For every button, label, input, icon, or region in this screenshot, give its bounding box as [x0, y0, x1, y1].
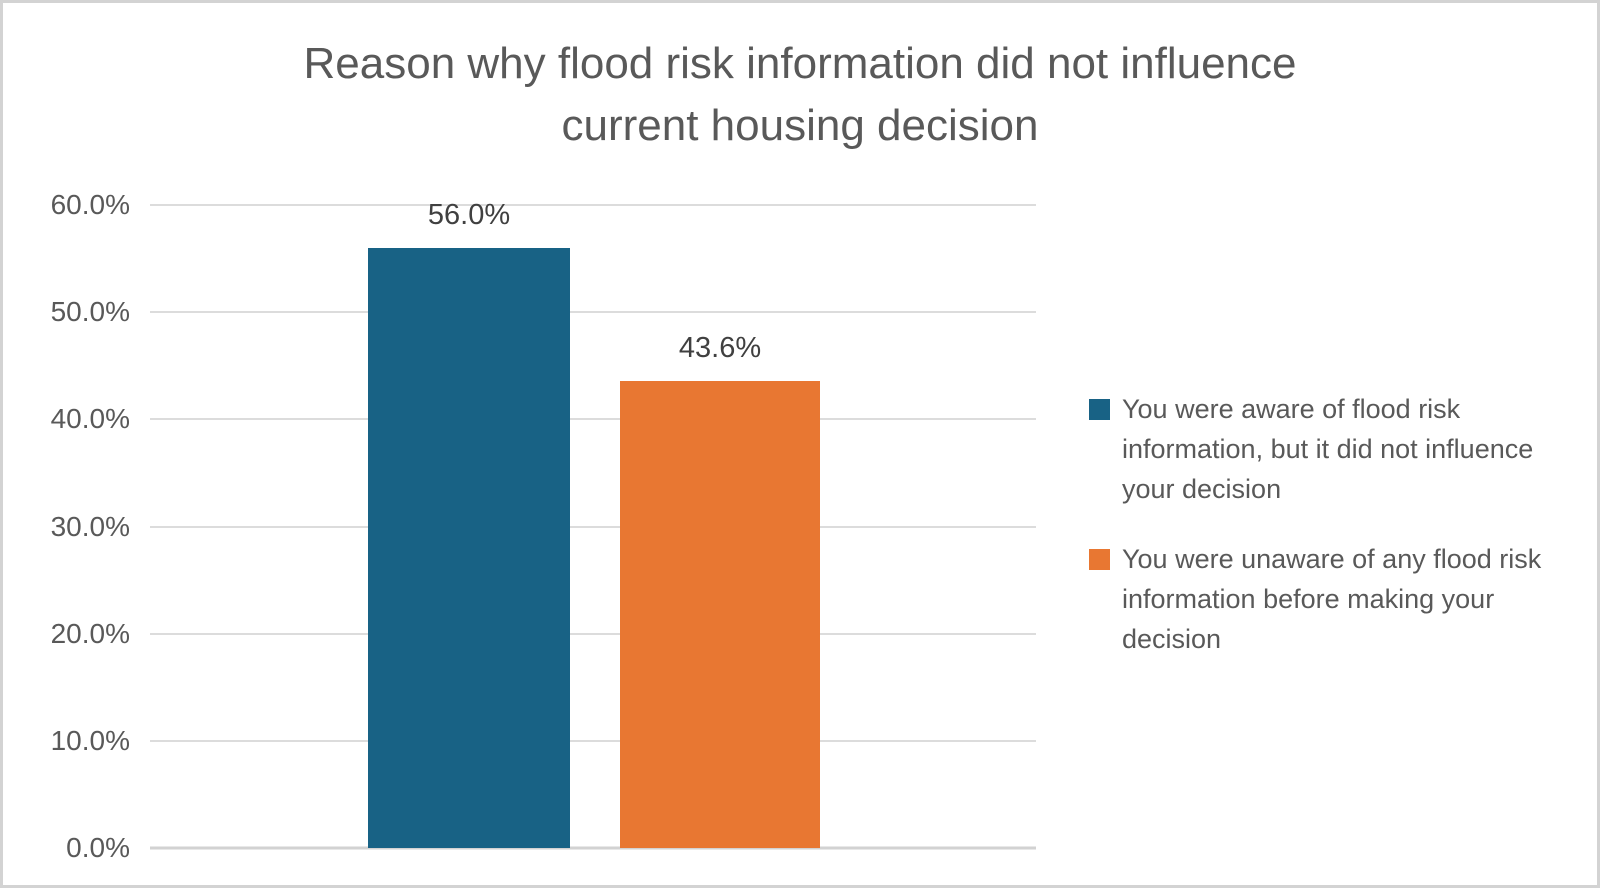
legend-item-2: You were unaware of any flood risk infor… — [1089, 539, 1561, 659]
gridline — [150, 739, 1036, 742]
bar-slot-2: 43.6% — [620, 205, 820, 848]
bar-value-label-1: 56.0% — [427, 198, 511, 231]
y-tick-label: 0.0% — [66, 832, 130, 863]
y-tick-label: 50.0% — [50, 296, 130, 328]
gridline — [150, 418, 1036, 421]
legend-label: You were unaware of any flood risk infor… — [1122, 544, 1542, 654]
chart-title-line-2: current housing decision — [561, 101, 1039, 150]
bar-2 — [620, 380, 820, 848]
legend-item-1: You were aware of flood risk information… — [1089, 389, 1561, 509]
y-tick-label: 40.0% — [50, 403, 130, 435]
y-tick-label: 10.0% — [50, 724, 130, 756]
bar-1 — [368, 247, 570, 848]
chart-title: Reason why flood risk information did no… — [3, 33, 1597, 157]
legend: You were aware of flood risk information… — [1089, 389, 1561, 689]
gridline — [150, 204, 1036, 206]
gridline — [150, 311, 1036, 314]
legend-swatch-icon — [1089, 549, 1110, 570]
y-tick-label: 60.0% — [50, 189, 130, 220]
gridline — [150, 525, 1036, 528]
chart-title-line-1: Reason why flood risk information did no… — [303, 39, 1297, 88]
gridline — [150, 632, 1036, 635]
legend-label: You were aware of flood risk information… — [1122, 394, 1534, 504]
y-tick-label: 20.0% — [50, 617, 130, 649]
plot-area: 0.0% 10.0% 20.0% 30.0% 40.0% 50.0% 60.0% 56.0%… — [51, 191, 1036, 862]
bar-value-label-2: 43.6% — [678, 331, 762, 364]
legend-swatch-icon — [1089, 399, 1110, 420]
y-tick-label: 30.0% — [50, 510, 130, 542]
x-axis-baseline — [150, 846, 1036, 850]
bar-slot-1: 56.0% — [368, 200, 570, 848]
